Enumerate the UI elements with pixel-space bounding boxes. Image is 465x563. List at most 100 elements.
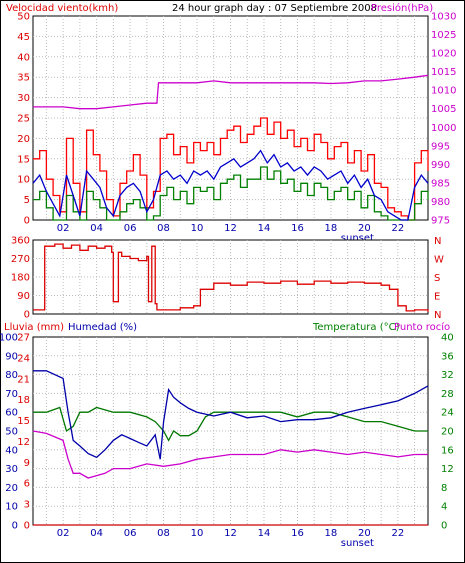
- y-tick-label: 24: [17, 353, 30, 364]
- y-tick-label: 100: [0, 333, 18, 344]
- y-tick-label: 80: [5, 370, 18, 381]
- y-tick-label: 270: [11, 254, 30, 265]
- x-tick-label: 18: [325, 528, 338, 539]
- y-tick-label: 1015: [431, 67, 456, 78]
- y-tick-label: 995: [431, 141, 450, 152]
- y-tick-label: 27: [17, 333, 30, 344]
- humidity-series: [33, 370, 429, 460]
- y-tick-label: 40: [5, 445, 18, 456]
- y-tick-label: 12: [17, 437, 30, 448]
- x-tick-label: 18: [325, 223, 338, 234]
- x-tick-label: 22: [392, 528, 405, 539]
- x-tick-label: 06: [124, 223, 137, 234]
- x-tick-label: 12: [224, 528, 237, 539]
- y-tick-label: 0: [441, 521, 447, 532]
- x-tick-label: 06: [124, 528, 137, 539]
- y-tick-label: 1010: [431, 86, 456, 97]
- dew-point-series: [32, 430, 428, 479]
- y-tick-label: 9: [24, 458, 30, 469]
- y-tick-label: 36: [441, 351, 454, 362]
- rain-label: Lluvia (mm): [4, 322, 64, 333]
- x-tick-label: 12: [224, 223, 237, 234]
- x-tick-label: 20: [358, 223, 371, 234]
- panel-3-humidity-ticks: 0 10 20 30 40 50 60 70 80 90 100: [0, 333, 18, 532]
- y-tick-label: 40: [441, 333, 454, 344]
- x-tick-label: 08: [157, 223, 170, 234]
- x-tick-label: 04: [90, 528, 103, 539]
- y-tick-label: 20: [5, 483, 18, 494]
- y-tick-label: 6: [24, 479, 30, 490]
- pressure-series: [33, 74, 429, 110]
- y-tick-label: 15: [17, 154, 30, 165]
- y-tick-label: 50: [17, 12, 30, 23]
- y-tick-label: 21: [17, 374, 30, 385]
- compass-label: S: [434, 273, 440, 284]
- wind-gust-series: [33, 117, 429, 221]
- y-tick-label: 30: [17, 93, 30, 104]
- panel-3-x-ticks: 02 04 06 08 10 12 14 16 18 20 22 sunset: [57, 528, 404, 549]
- y-tick-label: 32: [441, 370, 454, 381]
- temperature-label: Temperatura (°C): [312, 322, 400, 333]
- y-tick-label: 16: [441, 445, 454, 456]
- y-tick-label: 25: [17, 114, 30, 125]
- dew-point-label: Punto rocío: [394, 321, 450, 333]
- pressure-label: Presión(hPa): [371, 2, 433, 14]
- compass-label: W: [434, 255, 444, 266]
- wind-average-series: [32, 149, 429, 221]
- y-tick-label: 0: [24, 521, 30, 532]
- x-tick-label: 08: [157, 528, 170, 539]
- x-tick-label: 02: [57, 223, 70, 234]
- panel-1-pressure-ticks: 975 980 985 990 995 1000 1005 1010 1015 1020 1025 1…: [431, 12, 456, 227]
- y-tick-label: 10: [17, 175, 30, 186]
- y-tick-label: 28: [441, 389, 454, 400]
- y-tick-label: 0: [24, 216, 30, 227]
- y-tick-label: 15: [17, 416, 30, 427]
- y-tick-label: 180: [11, 273, 30, 284]
- y-tick-label: 1020: [431, 49, 456, 60]
- y-tick-label: 20: [17, 134, 30, 145]
- y-tick-label: 1000: [431, 123, 456, 134]
- y-tick-label: 360: [11, 236, 30, 247]
- y-tick-label: 975: [431, 216, 450, 227]
- y-tick-label: 5: [24, 195, 30, 206]
- y-tick-label: 980: [431, 197, 450, 208]
- x-tick-label: 02: [57, 528, 70, 539]
- y-tick-label: 985: [431, 178, 450, 189]
- y-tick-label: 1030: [431, 12, 456, 23]
- temperature-series: [33, 406, 428, 442]
- x-tick-label: 22: [392, 223, 405, 234]
- humidity-label: Humedad (%): [68, 322, 137, 333]
- chart-title: 24 hour graph day : 07 Septiembre 2008: [172, 3, 377, 14]
- sunset-marker-label: sunset: [341, 233, 374, 244]
- wind-low-series: [33, 166, 429, 221]
- compass-label: E: [434, 292, 440, 303]
- x-tick-label: 16: [291, 528, 304, 539]
- x-tick-label: 04: [90, 223, 103, 234]
- y-tick-label: 90: [5, 351, 18, 362]
- sunset-marker-label: sunset: [341, 538, 374, 549]
- y-tick-label: 40: [17, 52, 30, 63]
- x-tick-label: 16: [291, 223, 304, 234]
- x-tick-label: 10: [191, 528, 204, 539]
- y-tick-label: 990: [431, 160, 450, 171]
- chart-panels: 0510152025303540455097598098599099510001…: [0, 12, 456, 550]
- x-tick-label: 20: [358, 528, 371, 539]
- panel-1-wind-ticks: 0 5 10 15 20 25 30 35 40 45 50: [17, 12, 30, 227]
- y-tick-label: 90: [17, 291, 30, 302]
- wind-direction-series: [33, 243, 429, 312]
- compass-label: N: [434, 236, 441, 247]
- y-tick-label: 20: [441, 427, 454, 438]
- wind-speed-label: Velocidad viento(kmh): [6, 3, 118, 14]
- panel-3-rain-ticks: 0 3 6 9 12 15 18 21 24 27: [17, 333, 30, 532]
- y-tick-label: 12: [441, 464, 454, 475]
- y-tick-label: 0: [24, 310, 30, 321]
- y-tick-label: 50: [5, 427, 18, 438]
- compass-label: N: [434, 310, 441, 321]
- x-tick-label: 14: [258, 528, 271, 539]
- panel-3-temperature-ticks: 0 4 8 12 16 20 24 28 32 36 40: [441, 333, 454, 532]
- y-tick-label: 35: [17, 73, 30, 84]
- y-tick-label: 10: [5, 502, 18, 513]
- panel-1-vertical-grid: [45, 16, 416, 220]
- y-tick-label: 4: [441, 502, 447, 513]
